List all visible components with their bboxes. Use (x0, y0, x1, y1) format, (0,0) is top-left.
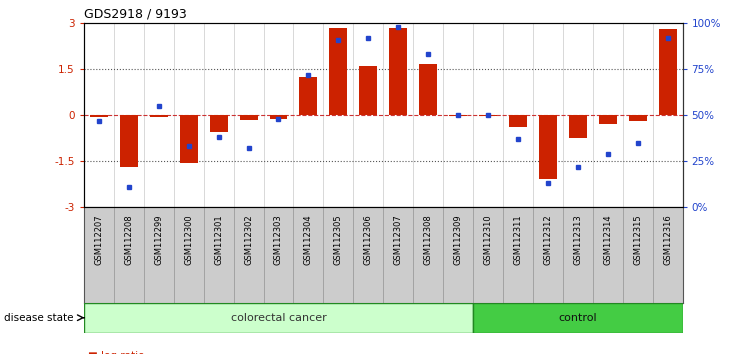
Text: GSM112314: GSM112314 (603, 215, 612, 266)
Text: GSM112309: GSM112309 (453, 215, 463, 266)
FancyBboxPatch shape (383, 207, 413, 303)
Bar (569, 115, 587, 138)
Text: GSM112312: GSM112312 (543, 215, 553, 266)
Text: GSM112300: GSM112300 (184, 215, 193, 266)
Bar (180, 115, 198, 162)
FancyBboxPatch shape (323, 207, 353, 303)
Text: GSM112306: GSM112306 (364, 215, 373, 266)
Bar (269, 115, 288, 119)
Text: GSM112307: GSM112307 (393, 215, 403, 266)
Text: GDS2918 / 9193: GDS2918 / 9193 (84, 7, 187, 21)
Text: colorectal cancer: colorectal cancer (231, 313, 326, 323)
Bar (120, 115, 138, 167)
FancyBboxPatch shape (204, 207, 234, 303)
Text: GSM112302: GSM112302 (244, 215, 253, 266)
FancyBboxPatch shape (234, 207, 264, 303)
Bar (84, 303, 473, 333)
FancyBboxPatch shape (623, 207, 653, 303)
FancyBboxPatch shape (503, 207, 533, 303)
FancyBboxPatch shape (533, 207, 563, 303)
Bar (299, 77, 318, 115)
Text: GSM112311: GSM112311 (513, 215, 523, 266)
FancyBboxPatch shape (353, 207, 383, 303)
Text: GSM112315: GSM112315 (633, 215, 642, 266)
Text: ■ log ratio: ■ log ratio (88, 351, 144, 354)
Bar (539, 115, 557, 179)
Text: GSM112316: GSM112316 (663, 215, 672, 266)
Text: GSM112207: GSM112207 (94, 215, 104, 266)
FancyBboxPatch shape (114, 207, 144, 303)
Text: GSM112299: GSM112299 (154, 215, 164, 265)
FancyBboxPatch shape (443, 207, 473, 303)
FancyBboxPatch shape (84, 207, 114, 303)
Bar (419, 64, 437, 115)
FancyBboxPatch shape (264, 207, 293, 303)
Text: GSM112304: GSM112304 (304, 215, 313, 266)
Bar (210, 115, 228, 132)
Bar (479, 115, 497, 116)
Bar (239, 115, 258, 120)
Bar (359, 66, 377, 115)
Bar (658, 29, 677, 115)
Bar (629, 115, 647, 121)
FancyBboxPatch shape (174, 207, 204, 303)
Text: disease state: disease state (4, 313, 73, 323)
Bar (150, 115, 168, 116)
FancyBboxPatch shape (473, 207, 503, 303)
Text: GSM112208: GSM112208 (124, 215, 134, 266)
Text: GSM112313: GSM112313 (573, 215, 583, 266)
Text: GSM112303: GSM112303 (274, 215, 283, 266)
FancyBboxPatch shape (563, 207, 593, 303)
FancyBboxPatch shape (593, 207, 623, 303)
Bar (389, 28, 407, 115)
Bar (599, 115, 617, 124)
Bar (329, 28, 347, 115)
Text: control: control (558, 313, 597, 323)
Bar (509, 115, 527, 127)
Text: GSM112310: GSM112310 (483, 215, 493, 266)
Text: GSM112305: GSM112305 (334, 215, 343, 266)
FancyBboxPatch shape (144, 207, 174, 303)
FancyBboxPatch shape (653, 207, 683, 303)
Text: GSM112301: GSM112301 (214, 215, 223, 266)
Text: GSM112308: GSM112308 (423, 215, 433, 266)
FancyBboxPatch shape (293, 207, 323, 303)
Bar (449, 115, 467, 116)
FancyBboxPatch shape (413, 207, 443, 303)
Bar (90, 115, 108, 116)
Bar (473, 303, 683, 333)
